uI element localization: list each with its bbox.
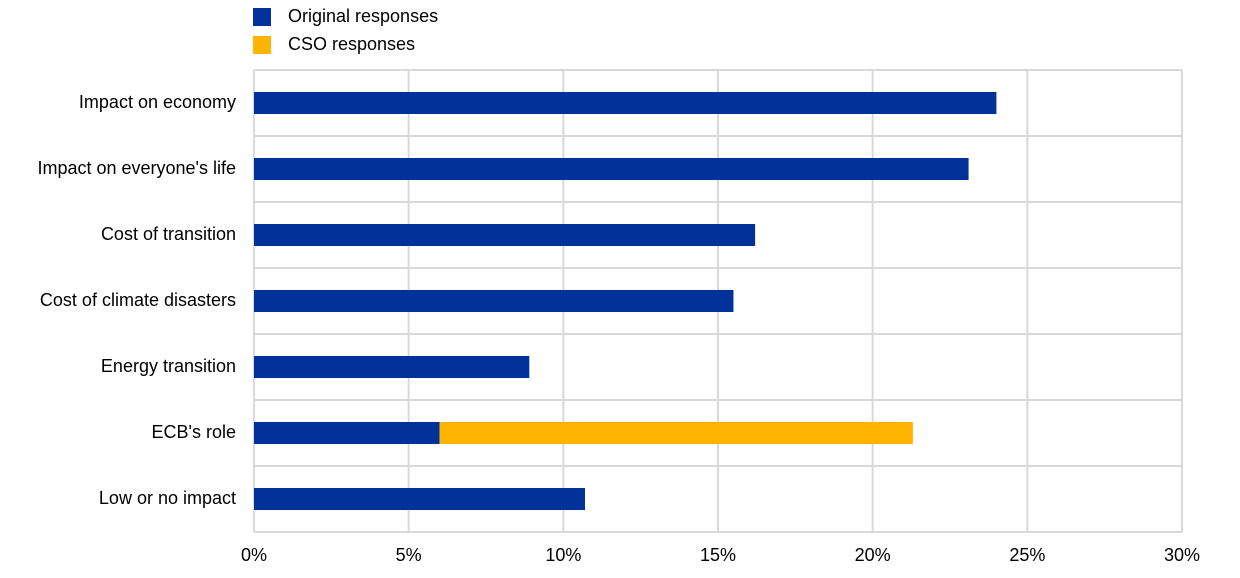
legend-swatch — [253, 8, 271, 26]
bar — [254, 224, 756, 246]
bar — [254, 488, 585, 510]
x-tick-label: 20% — [855, 545, 891, 565]
y-tick-label: ECB's role — [152, 422, 236, 442]
bar — [254, 422, 440, 444]
y-tick-label: Cost of climate disasters — [40, 290, 236, 310]
y-tick-label: Impact on everyone's life — [37, 158, 236, 178]
legend-label: CSO responses — [288, 34, 415, 54]
y-tick-label: Low or no impact — [99, 488, 236, 508]
y-tick-label: Cost of transition — [101, 224, 236, 244]
bar — [254, 290, 734, 312]
x-tick-label: 25% — [1009, 545, 1045, 565]
bar — [439, 422, 913, 444]
y-tick-label: Energy transition — [101, 356, 236, 376]
x-tick-label: 15% — [700, 545, 736, 565]
bar — [254, 356, 530, 378]
x-tick-label: 0% — [241, 545, 267, 565]
legend-label: Original responses — [288, 6, 438, 26]
bar — [254, 158, 969, 180]
x-tick-label: 5% — [396, 545, 422, 565]
x-tick-label: 10% — [545, 545, 581, 565]
bar — [254, 92, 997, 114]
x-tick-label: 30% — [1164, 545, 1200, 565]
y-tick-label: Impact on economy — [79, 92, 236, 112]
legend-swatch — [253, 36, 271, 54]
